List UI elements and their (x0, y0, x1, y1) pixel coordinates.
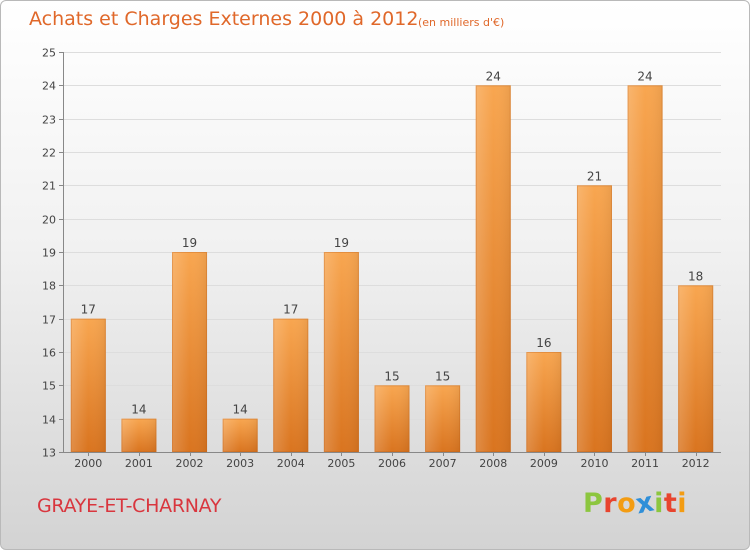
labels: 17 2000 14 2001 19 2002 14 2003 17 2004 19 2005 15 20… (74, 69, 709, 470)
y-tick-label: 19 (42, 247, 56, 260)
bar-outline (678, 285, 714, 453)
brand-letter: P (583, 488, 604, 519)
bar-shine (323, 252, 359, 452)
bar-shine (526, 352, 562, 452)
bar-outline (121, 418, 157, 452)
bar-shine (425, 385, 461, 452)
y-tick-label: 13 (42, 447, 56, 460)
bar-shine (627, 85, 663, 452)
bar-shine (121, 418, 157, 452)
bar-shine (374, 385, 410, 452)
bar-shine (222, 418, 258, 452)
data-label: 19 (334, 236, 349, 250)
brand-letter: t (663, 488, 678, 519)
data-label: 24 (486, 69, 501, 83)
commune-name: GRAYE-ET-CHARNAY (37, 495, 222, 517)
data-label: 17 (81, 303, 96, 317)
data-label: 16 (536, 336, 551, 350)
x-tick-label: 2002 (176, 457, 204, 470)
bar-outline (425, 385, 461, 453)
bar-outline (70, 318, 106, 452)
bars (70, 85, 714, 453)
data-label: 14 (131, 403, 146, 417)
brand-letter: i (677, 488, 688, 519)
y-tick-label: 18 (42, 280, 56, 293)
bar-shine (70, 318, 106, 452)
chart-subtitle: (en milliers d'€) (418, 16, 505, 29)
data-label: 19 (182, 236, 197, 250)
data-label: 15 (384, 369, 399, 383)
bar-outline (475, 85, 511, 452)
bar-shine (678, 285, 714, 452)
x-tick-label: 2008 (479, 457, 507, 470)
bar-shine (172, 252, 208, 452)
x-tick-label: 2004 (277, 457, 305, 470)
y-tick-label: 25 (42, 47, 56, 60)
x-tick-label: 2009 (530, 457, 558, 470)
x-tick-label: 2012 (682, 457, 710, 470)
bar-shine (576, 185, 612, 453)
brand-letter: o (617, 488, 637, 519)
bar-outline (172, 252, 208, 452)
brand-letter: i (654, 488, 664, 519)
bar-outline (374, 385, 410, 453)
data-label: 18 (688, 269, 703, 283)
x-tick-label: 2001 (125, 457, 153, 470)
bar-outline (323, 252, 359, 452)
bar-outline (576, 185, 612, 452)
y-tick-label: 21 (42, 180, 56, 193)
x-tick-label: 2007 (429, 457, 457, 470)
data-label: 21 (587, 169, 602, 183)
y-tick-label: 14 (42, 414, 56, 427)
gridlines (63, 52, 721, 420)
brand-logo[interactable]: Proxiti (583, 486, 688, 520)
x-tick-label: 2000 (74, 457, 102, 470)
bar-shine (273, 318, 309, 452)
x-tick-label: 2003 (226, 457, 254, 470)
y-tick-label: 16 (42, 347, 56, 360)
y-tick-label: 17 (42, 314, 56, 327)
bar-outline (627, 85, 663, 452)
y-tick-label: 20 (42, 214, 56, 227)
chart-title: Achats et Charges Externes 2000 à 2012 (29, 8, 419, 30)
data-label: 15 (435, 369, 450, 383)
bar-outline (273, 318, 309, 452)
data-label: 24 (637, 69, 652, 83)
y-tick-label: 15 (42, 380, 56, 393)
bar-outline (222, 418, 258, 452)
data-label: 17 (283, 303, 298, 317)
x-tick-label: 2006 (378, 457, 406, 470)
brand-letter: r (603, 488, 618, 519)
axes: 13 14 15 16 17 18 19 20 21 22 23 24 25 (42, 47, 721, 460)
x-tick-label: 2010 (580, 457, 608, 470)
y-tick-label: 24 (42, 80, 56, 93)
x-tick-label: 2011 (631, 457, 659, 470)
data-label: 14 (233, 403, 248, 417)
x-tick-label: 2005 (327, 457, 355, 470)
y-tick-label: 23 (42, 114, 56, 127)
y-tick-label: 22 (42, 147, 56, 160)
bar-shine (475, 85, 511, 452)
bar-outline (526, 352, 562, 452)
